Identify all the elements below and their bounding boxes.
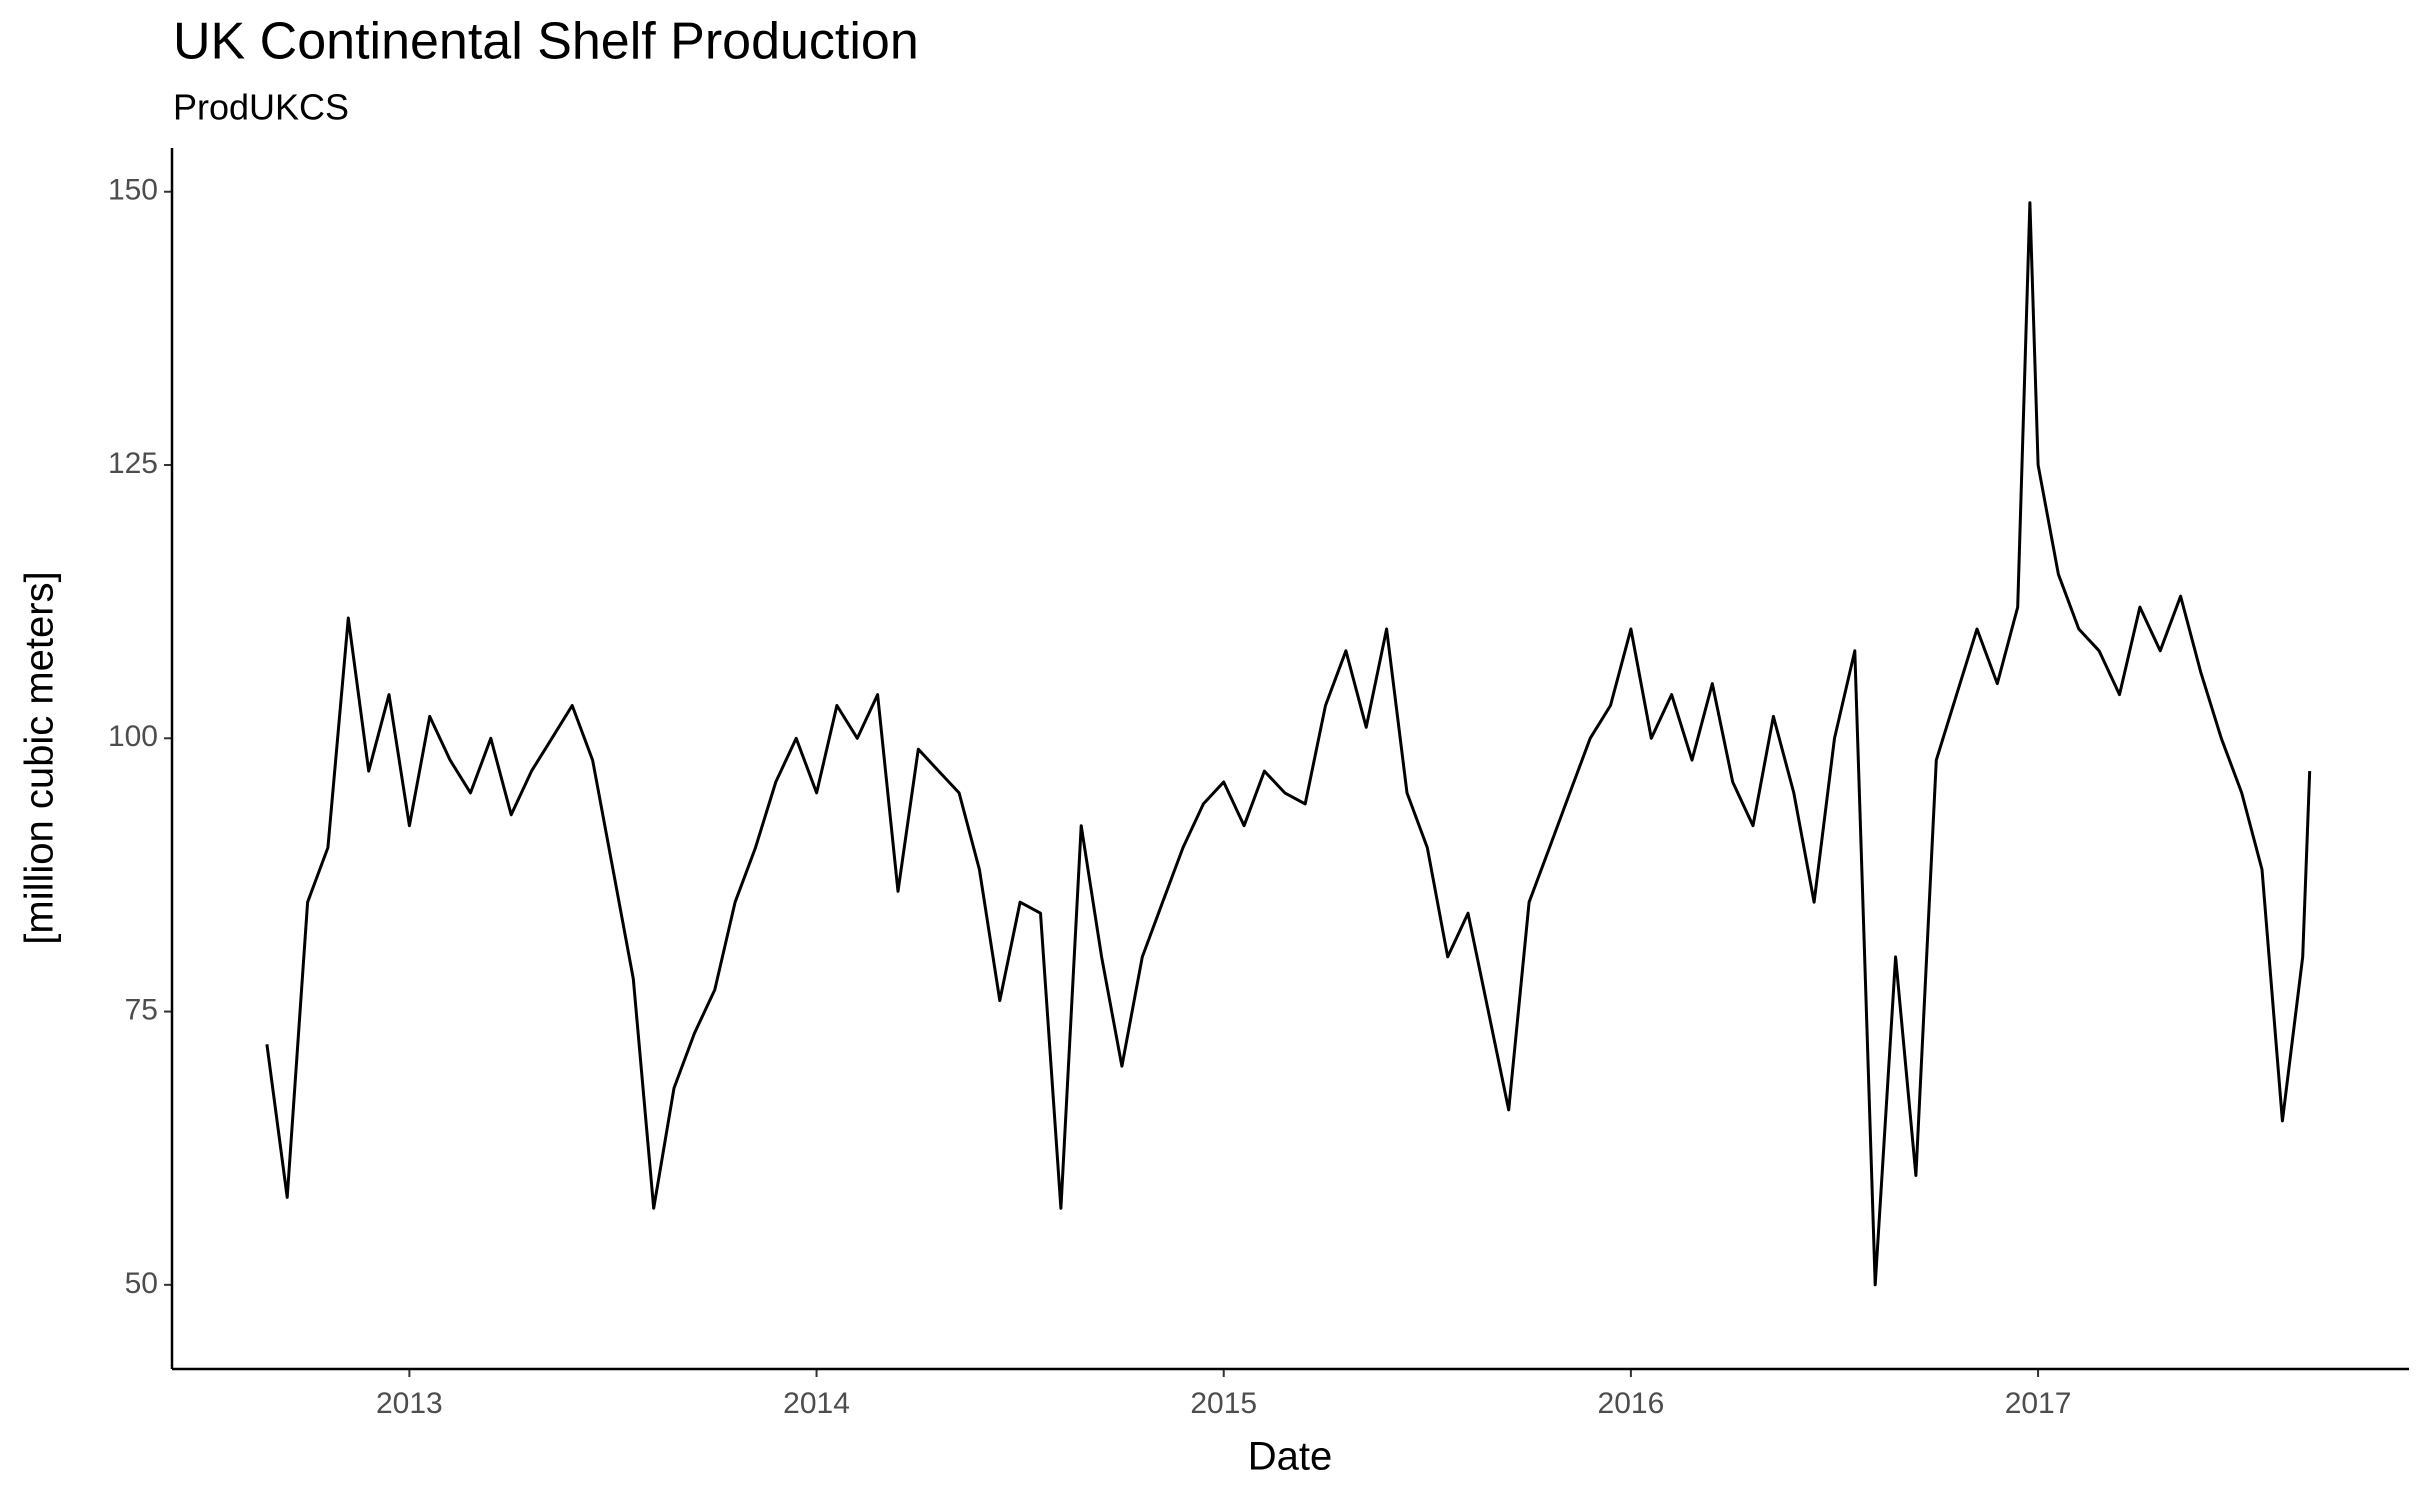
x-axis-title: Date xyxy=(1248,1435,1333,1479)
y-tick-label: 50 xyxy=(125,1267,158,1300)
chart-subtitle: ProdUKCS xyxy=(173,87,349,128)
y-tick-label: 100 xyxy=(108,720,158,753)
x-tick-label: 2015 xyxy=(1190,1387,1257,1420)
y-tick-label: 150 xyxy=(108,174,158,207)
x-tick-label: 2014 xyxy=(783,1387,850,1420)
y-tick-label: 75 xyxy=(125,993,158,1026)
chart-title: UK Continental Shelf Production xyxy=(173,13,919,71)
x-tick-label: 2013 xyxy=(376,1387,443,1420)
series-line xyxy=(265,201,2312,1287)
x-tick-label: 2016 xyxy=(1598,1387,1665,1420)
y-axis-title: [million cubic meters] xyxy=(18,571,62,944)
y-tick-label: 125 xyxy=(108,447,158,480)
x-tick-label: 2017 xyxy=(2005,1387,2072,1420)
